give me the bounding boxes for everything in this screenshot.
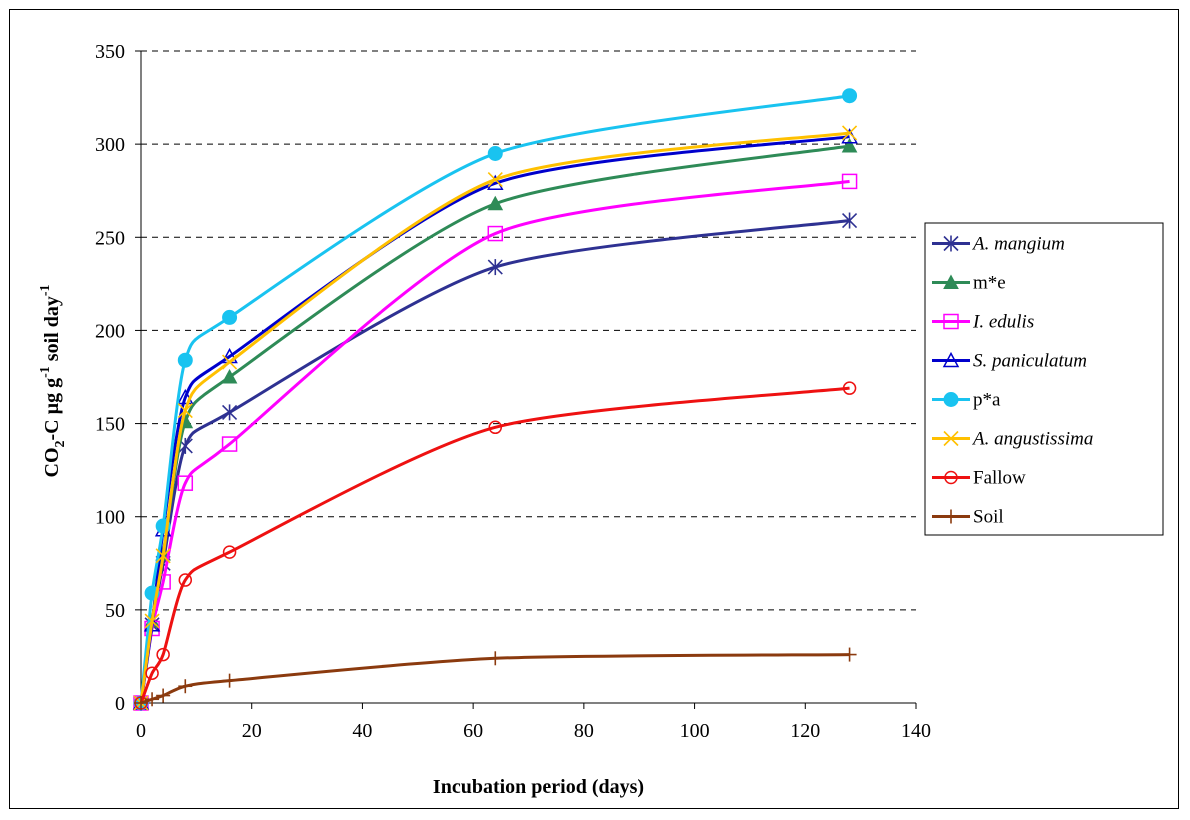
legend-box: [924, 222, 1164, 536]
data-point: [145, 692, 160, 707]
grid-lines: [141, 50, 916, 611]
y-tick-label: 0: [115, 693, 125, 715]
x-tick-label: 60: [463, 720, 483, 742]
legend-marker: [943, 430, 959, 447]
data-point: [177, 388, 194, 405]
x-tick-label: 20: [242, 720, 262, 742]
legend-marker: [943, 313, 959, 330]
series-a-angustissima: [133, 125, 858, 711]
y-tick-label: 350: [95, 41, 125, 63]
series-line: [139, 135, 850, 704]
legend-label: p*a: [973, 390, 1001, 411]
legend-item-a-angustissima: A. angustissima: [932, 429, 1093, 450]
series-line: [139, 144, 850, 704]
data-point: [487, 259, 503, 276]
legend-marker: [943, 274, 959, 289]
y-tick-label: 250: [95, 227, 125, 249]
data-point: [134, 696, 148, 710]
data-point: [156, 647, 170, 662]
data-point: [178, 573, 193, 587]
x-tick-label: 40: [352, 720, 372, 742]
data-point: [488, 420, 503, 435]
legend-item-s-paniculatum: S. paniculatum: [932, 351, 1087, 372]
data-point: [177, 402, 193, 419]
series-line: [139, 94, 850, 704]
legend-item-fallow: Fallow: [932, 468, 1026, 489]
data-point: [842, 647, 857, 662]
series-i-edulis: [133, 173, 858, 711]
legend-item-m-e: m*e: [932, 273, 1006, 294]
legend-label: I. edulis: [972, 312, 1034, 333]
data-point: [222, 404, 238, 421]
y-tick-label: 200: [95, 320, 125, 342]
data-point: [487, 195, 504, 211]
series-line: [139, 131, 850, 704]
legend-label: S. paniculatum: [973, 351, 1087, 372]
data-point: [222, 309, 238, 325]
legend-item-a-mangium: A. mangium: [932, 234, 1065, 255]
data-point: [177, 352, 193, 368]
data-point: [487, 225, 504, 242]
y-tick-label: 150: [95, 414, 125, 436]
legend-label: Soil: [973, 507, 1004, 528]
data-point: [842, 125, 858, 141]
data-point: [841, 173, 858, 190]
data-point: [155, 548, 171, 564]
series-s-paniculatum: [132, 128, 858, 710]
data-point: [842, 212, 858, 229]
data-point: [178, 679, 193, 694]
y-axis-title: CO2-C µg g-1 soil day-1: [38, 284, 68, 477]
axes: [140, 51, 916, 704]
y-tick-label: 300: [95, 134, 125, 156]
data-point: [488, 651, 503, 666]
legend: A. mangium m*e I. edulis S. paniculatum p*a A…: [924, 222, 1164, 536]
chart-frame: [9, 9, 1179, 809]
series-layer: [132, 88, 858, 711]
x-axis-ticks: 0 20 40 60 80 100 120 140: [136, 703, 931, 742]
data-point: [222, 354, 238, 370]
x-tick-label: 0: [136, 720, 146, 742]
data-point: [144, 613, 160, 629]
legend-marker: [944, 470, 958, 485]
series-line: [139, 179, 850, 704]
series-line: [139, 219, 850, 704]
series-a-mangium: [133, 212, 858, 711]
legend-label: m*e: [973, 273, 1006, 294]
legend-label: A. angustissima: [971, 429, 1093, 450]
data-point: [145, 666, 159, 680]
y-tick-label: 100: [95, 507, 125, 529]
legend-label: A. mangium: [971, 234, 1065, 255]
y-axis-ticks: 0 50 100 150 200 250 300 350: [95, 41, 141, 715]
x-tick-label: 80: [574, 720, 594, 742]
data-point: [487, 171, 503, 188]
x-tick-label: 120: [790, 720, 820, 742]
series-soil: [134, 647, 857, 710]
legend-marker: [944, 509, 958, 524]
legend-item-i-edulis: I. edulis: [932, 312, 1034, 333]
data-point: [842, 381, 857, 395]
x-tick-label: 100: [680, 720, 710, 742]
data-point: [221, 436, 238, 452]
data-point: [487, 145, 503, 161]
legend-item-soil: Soil: [932, 507, 1004, 528]
legend-item-p-a: p*a: [932, 390, 1001, 411]
data-point: [842, 88, 858, 104]
data-point: [221, 368, 238, 384]
legend-label: Fallow: [973, 468, 1026, 489]
data-point: [222, 673, 237, 688]
data-point: [177, 475, 194, 491]
x-tick-label: 140: [901, 720, 931, 742]
data-point: [841, 137, 858, 153]
legend-marker: [943, 392, 959, 407]
legend-marker: [942, 351, 960, 368]
legend-marker: [943, 235, 959, 252]
data-point: [156, 688, 171, 703]
x-axis-title: Incubation period (days): [433, 776, 644, 798]
data-point: [222, 545, 237, 559]
y-tick-label: 50: [105, 600, 125, 622]
